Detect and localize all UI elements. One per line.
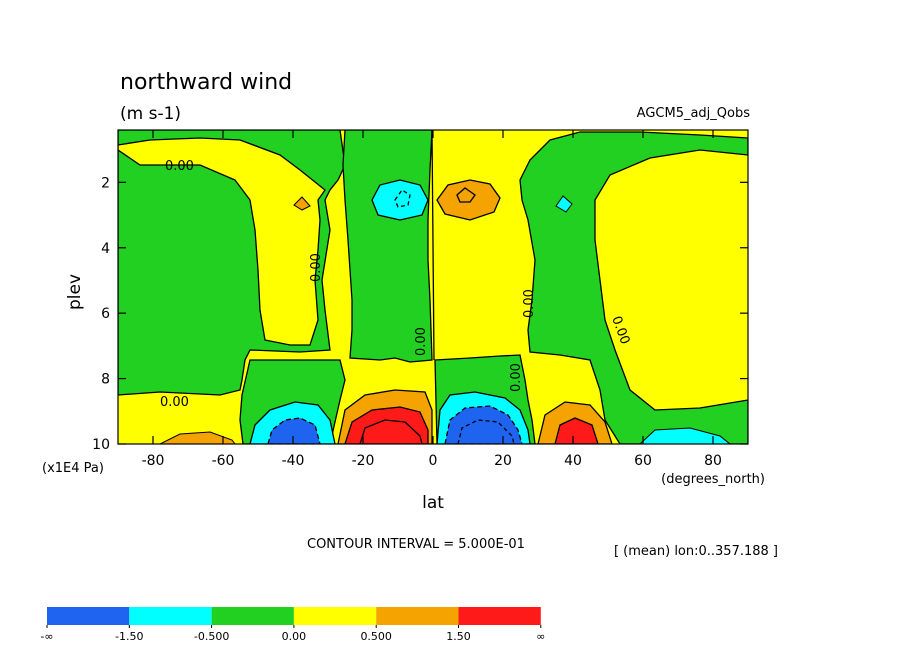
y-tick-label: 10 — [92, 437, 110, 453]
y-axis-units: (x1E4 Pa) — [42, 461, 104, 476]
x-tick-label: 0 — [429, 453, 438, 469]
legend: -∞ -1.50 -0.500 0.00 0.500 1.50 ∞ — [40, 607, 545, 643]
contour-inner-a — [394, 189, 411, 208]
cell-blue-center — [444, 405, 523, 444]
cell-blue-left — [267, 417, 321, 444]
contour-label: 0.00 — [414, 327, 429, 356]
legend-label: -∞ — [40, 630, 53, 643]
contour-label: 0.00 — [165, 159, 194, 174]
plot-area — [118, 130, 748, 444]
legend-swatch — [458, 607, 541, 625]
field-positive-topleft — [118, 137, 326, 346]
x-tick-label: -60 — [212, 453, 235, 469]
legend-label: -0.500 — [194, 630, 229, 643]
y-tick-label: 2 — [101, 175, 110, 191]
legend-label: -1.50 — [115, 630, 143, 643]
x-tick-label: 20 — [494, 453, 512, 469]
legend-label: 0.500 — [360, 630, 392, 643]
cell-cyan-upper-center — [371, 179, 429, 221]
y-axis-label: plev — [65, 274, 85, 310]
cell-orange-upper-center — [436, 179, 501, 221]
contour-label: 0.00 — [522, 289, 537, 318]
chart-title: northward wind — [120, 70, 292, 95]
dataset-label: AGCM5_adj_Qobs — [637, 106, 751, 121]
cell-cyan-lower-right — [639, 427, 731, 444]
legend-swatch — [47, 607, 130, 625]
contour-label: 0.00 — [509, 363, 524, 392]
x-tick-label: -20 — [352, 453, 375, 469]
cell-cyan-upper-right — [555, 195, 573, 213]
contour-label: 0.00 — [160, 395, 189, 410]
x-tick-label: -40 — [282, 453, 305, 469]
x-axis-label: lat — [422, 493, 444, 513]
legend-label: 0.00 — [282, 630, 307, 643]
x-tick-label: 80 — [704, 453, 722, 469]
contour-inner-c — [359, 419, 423, 444]
legend-swatch — [129, 607, 212, 625]
legend-swatch — [376, 607, 459, 625]
contour-label: 0.00 — [309, 253, 324, 282]
legend-swatch — [293, 607, 377, 625]
legend-label: ∞ — [536, 630, 545, 643]
field-negative-right — [519, 131, 748, 444]
y-tick-label: 8 — [101, 372, 110, 388]
contour-inner-b — [456, 187, 476, 203]
legend-swatch — [211, 607, 294, 625]
x-axis: -80 -60 -40 -20 0 20 40 60 80 — [142, 130, 722, 469]
mean-info: [ (mean) lon:0..357.188 ] — [614, 544, 778, 559]
cell-red-left-center — [344, 406, 429, 444]
y-tick-label: 6 — [101, 306, 110, 322]
legend-label: 1.50 — [446, 630, 471, 643]
y-tick-label: 4 — [101, 241, 110, 257]
cell-orange-upper-left — [293, 196, 311, 211]
x-tick-label: 60 — [634, 453, 652, 469]
contour-zero-equator — [431, 130, 435, 361]
cell-red-right — [554, 417, 599, 444]
x-axis-units: (degrees_north) — [661, 472, 765, 487]
x-tick-label: 40 — [564, 453, 582, 469]
cell-orange-bottomleft — [159, 431, 236, 444]
contour-interval: CONTOUR INTERVAL = 5.000E-01 — [307, 537, 525, 552]
contour-inner-d — [457, 419, 515, 444]
y-axis: 2 4 6 8 10 — [92, 175, 748, 453]
x-tick-label: -80 — [142, 453, 165, 469]
chart-units: (m s-1) — [120, 104, 181, 124]
